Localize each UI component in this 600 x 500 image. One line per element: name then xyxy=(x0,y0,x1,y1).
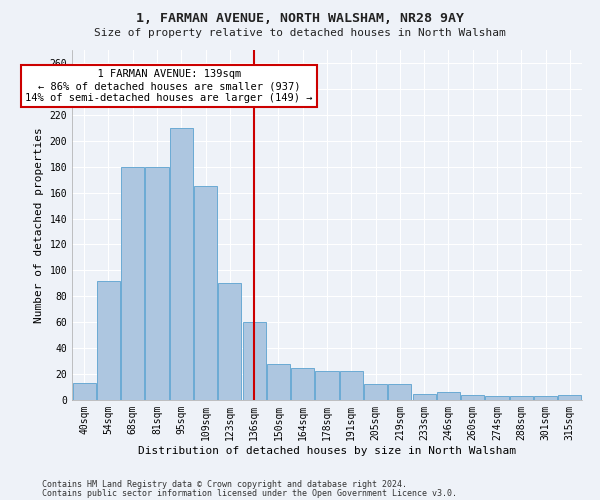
Bar xyxy=(340,372,363,400)
Text: 1, FARMAN AVENUE, NORTH WALSHAM, NR28 9AY: 1, FARMAN AVENUE, NORTH WALSHAM, NR28 9A… xyxy=(136,12,464,26)
Bar xyxy=(534,396,557,400)
Bar xyxy=(97,280,120,400)
Bar xyxy=(559,395,581,400)
Bar xyxy=(145,166,169,400)
Bar xyxy=(510,396,533,400)
Bar xyxy=(485,396,509,400)
Bar xyxy=(194,186,217,400)
Bar xyxy=(170,128,193,400)
Bar xyxy=(364,384,387,400)
Text: Size of property relative to detached houses in North Walsham: Size of property relative to detached ho… xyxy=(94,28,506,38)
Bar xyxy=(388,384,412,400)
Text: 1 FARMAN AVENUE: 139sqm  
← 86% of detached houses are smaller (937)
14% of semi: 1 FARMAN AVENUE: 139sqm ← 86% of detache… xyxy=(25,70,313,102)
Bar xyxy=(267,364,290,400)
Bar xyxy=(461,395,484,400)
Bar xyxy=(291,368,314,400)
Text: Contains HM Land Registry data © Crown copyright and database right 2024.: Contains HM Land Registry data © Crown c… xyxy=(42,480,407,489)
Y-axis label: Number of detached properties: Number of detached properties xyxy=(34,127,44,323)
Text: Contains public sector information licensed under the Open Government Licence v3: Contains public sector information licen… xyxy=(42,489,457,498)
Bar xyxy=(218,284,241,400)
Bar xyxy=(73,383,95,400)
Bar xyxy=(413,394,436,400)
Bar xyxy=(316,372,338,400)
X-axis label: Distribution of detached houses by size in North Walsham: Distribution of detached houses by size … xyxy=(138,446,516,456)
Bar xyxy=(242,322,266,400)
Bar xyxy=(437,392,460,400)
Bar xyxy=(121,166,144,400)
